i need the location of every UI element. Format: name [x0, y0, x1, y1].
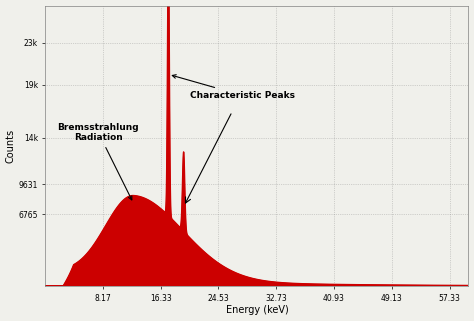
X-axis label: Energy (keV): Energy (keV) — [226, 306, 288, 316]
Text: Bremsstrahlung
Radiation: Bremsstrahlung Radiation — [57, 123, 139, 200]
Y-axis label: Counts: Counts — [6, 129, 16, 163]
Text: Characteristic Peaks: Characteristic Peaks — [172, 75, 295, 100]
